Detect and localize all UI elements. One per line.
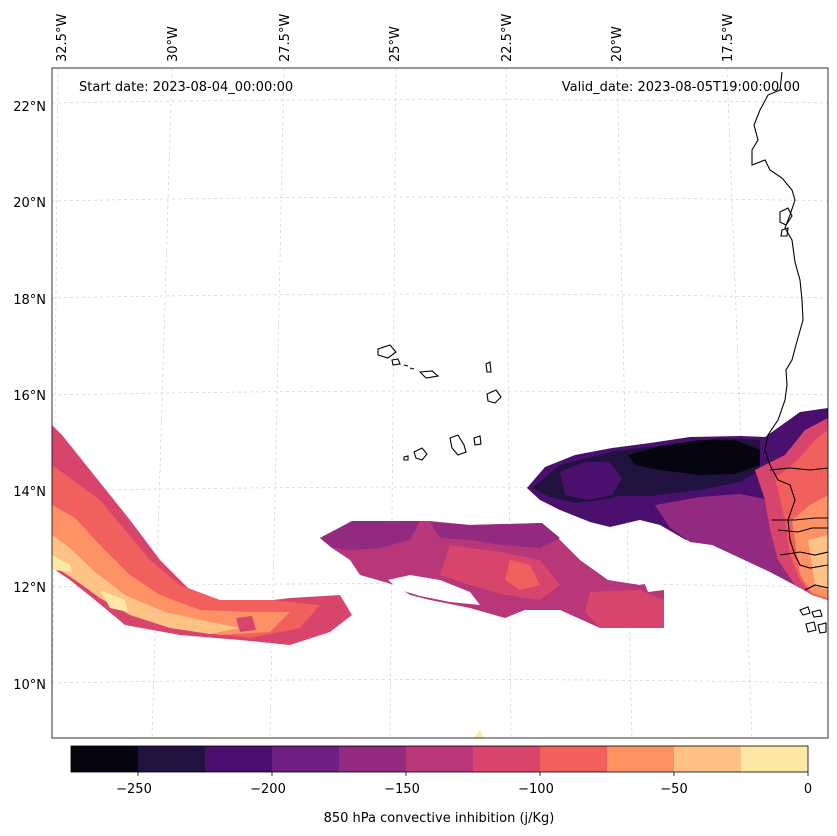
lat-label-12n: 12°N <box>13 581 46 596</box>
lat-label-20n: 20°N <box>13 196 46 211</box>
cin-bottom-patch <box>474 730 484 738</box>
coastlines <box>377 71 828 634</box>
colorbar-swatch <box>540 746 607 772</box>
bissagos-island-2 <box>811 609 823 618</box>
santo-antao-island <box>377 344 397 359</box>
colorbar-swatch <box>71 746 138 772</box>
colorbar-frame <box>70 745 809 773</box>
guinea-border <box>804 584 828 591</box>
cin-coast-light <box>808 535 828 590</box>
lon-label-32-5w: 32.5°W <box>55 14 70 62</box>
sao-vicente-island <box>391 358 401 366</box>
lat-label-10n: 10°N <box>13 678 46 693</box>
gridline-25w <box>389 68 397 738</box>
lat-label-18n: 18°N <box>13 293 46 308</box>
cin-contours <box>52 408 828 738</box>
cin-east-purple-patch <box>560 462 622 500</box>
colorbar-tick-label-m250: −250 <box>116 782 152 797</box>
latitude-labels: 22°N 20°N 18°N 16°N 14°N 12°N 10°N <box>13 100 46 693</box>
cin-band-east-darkest <box>628 440 760 475</box>
gambia-border-south <box>777 527 828 533</box>
lat-label-14n: 14°N <box>13 485 46 500</box>
lat-label-22n: 22°N <box>13 100 46 115</box>
fogo-island <box>413 447 428 461</box>
cin-east-gap <box>644 580 664 592</box>
longitude-labels: 32.5°W 30°W 27.5°W 25°W 22.5°W 20°W 17.5… <box>55 14 736 62</box>
africa-coastline <box>751 71 828 569</box>
colorbar-tick-label-m200: −200 <box>250 782 286 797</box>
colorbar-swatch <box>741 746 808 772</box>
coastal-island-1 <box>779 207 793 226</box>
bissagos-island-1 <box>799 606 811 616</box>
colorbar-swatch <box>205 746 272 772</box>
brava-island <box>403 455 409 461</box>
sal-island <box>485 361 492 373</box>
gridline-17-5w <box>726 68 753 738</box>
senegal-border-north <box>769 467 828 471</box>
gridline-14n <box>52 486 828 492</box>
lat-label-16n: 16°N <box>13 389 46 404</box>
gridline-16n <box>52 390 828 396</box>
cin-west-band-palest <box>52 555 72 572</box>
cin-west-band-light <box>52 535 240 634</box>
cin-west-band-orange <box>52 505 290 635</box>
cin-central-coral-patch <box>505 560 540 590</box>
lon-label-25w: 25°W <box>388 26 403 62</box>
map-background <box>52 68 828 738</box>
cin-central-top-magenta <box>430 522 560 548</box>
lon-label-30w: 30°W <box>166 26 181 62</box>
lon-label-22-5w: 22.5°W <box>500 14 515 62</box>
guinea-bissau-border <box>779 551 828 556</box>
cin-gap-2 <box>352 596 375 608</box>
gridline-18n <box>52 293 828 299</box>
sao-nicolau-island <box>418 370 440 379</box>
colorbar-swatch <box>406 746 473 772</box>
colorbar-tick-label-m150: −150 <box>384 782 420 797</box>
colorbar-swatch <box>272 746 339 772</box>
cin-west-rose-spot <box>236 616 256 632</box>
santa-luzia-island <box>403 364 409 367</box>
cin-west-band-palest-2 <box>100 590 128 612</box>
gridline-22n <box>52 99 828 104</box>
gridline-20n <box>52 196 828 202</box>
colorbar-swatches <box>71 746 808 772</box>
colorbar-swatch <box>674 746 741 772</box>
colorbar-tick-label-m50: −50 <box>660 782 687 797</box>
start-date-label: Start date: 2023-08-04_00:00:00 <box>79 80 293 95</box>
gambia-border-north <box>772 517 828 521</box>
santiago-island <box>449 434 467 456</box>
bissagos-island-4 <box>817 622 827 634</box>
lon-label-17-5w: 17.5°W <box>721 14 736 62</box>
bissagos-island-3 <box>805 621 817 633</box>
gridline-10n <box>52 679 828 684</box>
colorbar-ticks <box>137 772 809 776</box>
gridline-22-5w <box>505 68 512 738</box>
colorbar-swatch <box>607 746 674 772</box>
colorbar-swatch <box>138 746 205 772</box>
boa-vista-island <box>486 389 502 404</box>
colorbar-title: 850 hPa convective inhibition (j/Kg) <box>324 811 555 826</box>
maio-island <box>473 435 482 446</box>
cin-gap-1 <box>388 575 480 605</box>
colorbar: −250 −200 −150 −100 −50 0 850 hPa convec… <box>70 745 812 826</box>
coastal-island-2 <box>780 227 789 237</box>
lon-label-27-5w: 27.5°W <box>278 14 293 62</box>
map-content <box>52 68 828 738</box>
valid-date-label: Valid_date: 2023-08-05T19:00:00.00 <box>562 80 800 95</box>
colorbar-tick-label-m100: −100 <box>518 782 554 797</box>
map-frame <box>51 67 829 739</box>
colorbar-tick-label-0: 0 <box>804 782 812 797</box>
colorbar-swatch <box>473 746 540 772</box>
cin-central-west-magenta <box>320 521 420 550</box>
lon-label-20w: 20°W <box>610 26 625 62</box>
colorbar-swatch <box>339 746 406 772</box>
gridline-32-5w <box>52 68 59 738</box>
cin-central-east-rose <box>585 590 664 628</box>
branco-islet <box>409 367 415 370</box>
